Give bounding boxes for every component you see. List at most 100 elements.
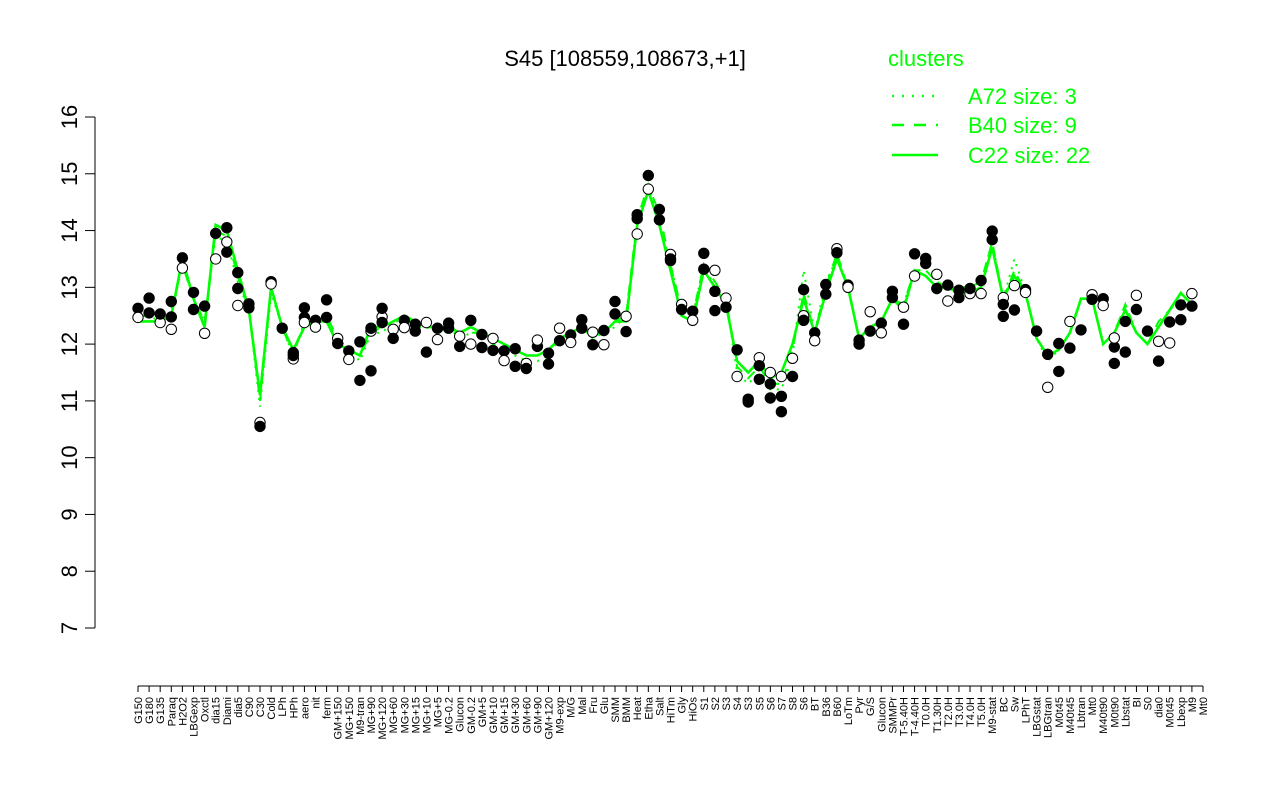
data-point [198, 300, 211, 312]
data-point [320, 311, 333, 324]
x-tick-label: S4 [732, 697, 744, 710]
data-point [409, 325, 421, 337]
x-tick-label: LBGstat [1032, 697, 1044, 737]
data-point [731, 370, 743, 383]
data-point [1175, 314, 1187, 326]
data-point [298, 302, 311, 314]
x-tick-label: T-4.40H [910, 697, 922, 736]
data-point [764, 392, 776, 404]
x-tick-label: H2O2 [177, 697, 189, 726]
y-tick-label: 13 [57, 275, 82, 299]
data-point [232, 282, 244, 295]
data-point [864, 306, 876, 318]
data-point [187, 303, 200, 316]
y-tick-label: 16 [57, 105, 82, 129]
data-point [1053, 365, 1065, 378]
x-tick-label: GM+15 [499, 697, 511, 733]
data-point [454, 340, 466, 353]
data-point [143, 292, 155, 304]
data-point [1164, 337, 1176, 349]
x-tick-label: Mal [577, 697, 589, 715]
data-point [675, 303, 688, 316]
data-point [187, 286, 200, 299]
data-point [276, 322, 288, 334]
data-point [875, 317, 887, 329]
chart-title: S45 [108559,108673,+1] [504, 46, 746, 71]
x-tick-label: M9-stat [987, 697, 999, 734]
x-tick-label: Etha [643, 696, 655, 720]
data-point [942, 279, 954, 291]
data-point [376, 316, 388, 329]
x-tick-label: T0.0H [921, 697, 933, 727]
data-point [431, 333, 444, 346]
data-point [820, 288, 832, 300]
series-line-dotted [138, 181, 1193, 407]
data-point [1064, 342, 1076, 354]
x-tick-label: Cold [266, 697, 278, 720]
data-point [476, 328, 488, 341]
x-tick-label: S3 [743, 697, 755, 710]
x-tick-label: M9 [1187, 697, 1199, 712]
data-point [953, 291, 965, 304]
data-point [1164, 316, 1176, 328]
data-point [221, 236, 233, 248]
x-tick-label: Sw [1009, 697, 1021, 712]
x-tick-label: BT [810, 697, 822, 711]
data-point [354, 374, 366, 387]
x-tick-label: S2 [710, 697, 722, 710]
x-tick-label: B60 [832, 697, 844, 717]
data-point [542, 347, 555, 359]
data-point [198, 327, 211, 339]
data-point [365, 322, 377, 334]
data-point [1030, 325, 1043, 337]
x-tick-label: M40t45 [1065, 697, 1077, 734]
x-tick-label: M0t90 [1109, 697, 1121, 728]
x-tick-label: HPh [288, 697, 300, 718]
x-tick-label: Gly [677, 697, 689, 714]
data-point [576, 322, 588, 334]
series-lines [138, 181, 1193, 407]
x-tick-label: MG+150 [344, 697, 356, 740]
y-tick-label: 10 [57, 445, 82, 469]
x-tick-label: M40t90 [1098, 697, 1110, 734]
data-point [742, 396, 754, 408]
data-point [1119, 315, 1132, 328]
data-point [553, 322, 566, 334]
data-point [587, 339, 599, 351]
data-point [476, 341, 488, 354]
data-point [343, 353, 355, 366]
x-tick-label: B36 [821, 697, 833, 717]
data-point [1175, 299, 1187, 311]
data-point [420, 316, 433, 329]
data-point [786, 370, 799, 383]
x-tick-label: S6 [765, 697, 777, 710]
data-point [975, 287, 987, 300]
x-tick-label: BC [998, 697, 1010, 712]
data-point [387, 332, 399, 345]
x-tick-label: Lbexp [1176, 697, 1188, 727]
data-point [520, 362, 532, 375]
x-tick-label: Diami [222, 697, 234, 725]
data-point [398, 321, 410, 334]
data-point [931, 282, 943, 295]
x-tick-label: HiTm [666, 697, 678, 723]
x-tick-label: T4.0H [965, 697, 977, 727]
x-tick-label: LBGtran [1043, 697, 1055, 738]
legend-label-a72: A72 size: 3 [968, 84, 1077, 109]
data-point [775, 370, 788, 383]
data-point [1097, 299, 1109, 312]
data-point [465, 338, 477, 350]
x-tick-label: LBGexp [188, 697, 200, 737]
data-point [1008, 304, 1021, 316]
x-tick-label: T1.30H [932, 697, 944, 733]
data-point [653, 203, 666, 216]
y-tick-label: 9 [57, 508, 82, 520]
data-point [232, 299, 244, 312]
x-tick-label: S6 [799, 697, 811, 710]
data-point [1130, 289, 1143, 301]
data-point [265, 278, 277, 290]
data-point [465, 314, 477, 326]
data-point [920, 252, 932, 265]
data-point [254, 420, 266, 433]
x-tick-label: MG+15 [410, 697, 422, 733]
